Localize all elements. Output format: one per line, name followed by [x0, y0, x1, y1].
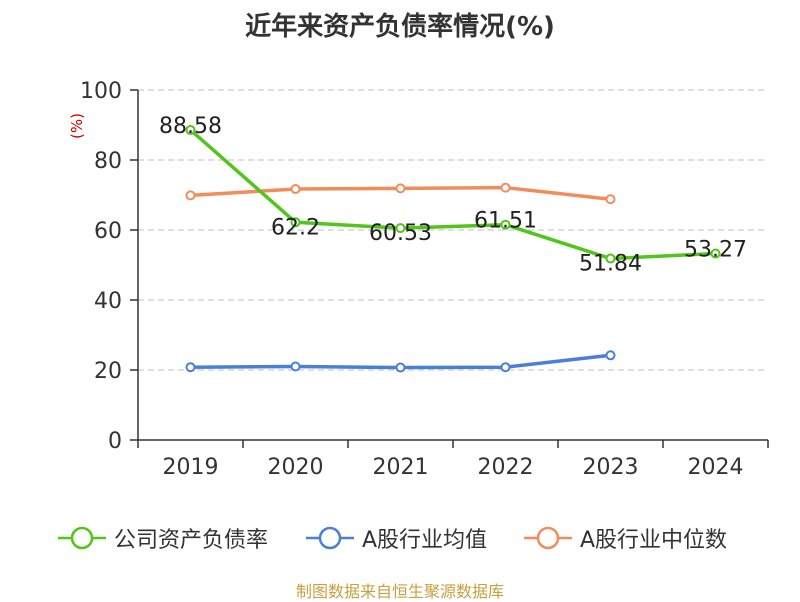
- y-axis-label: (%): [68, 113, 86, 139]
- x-tick-label: 2021: [373, 455, 429, 480]
- data-point: [605, 194, 616, 205]
- chart-title: 近年来资产负债率情况(%): [245, 12, 555, 42]
- data-point: [290, 184, 301, 195]
- data-point: [395, 223, 406, 234]
- data-label: 51.84: [579, 252, 642, 277]
- data-point: [710, 248, 721, 259]
- y-tick-label: 60: [94, 219, 122, 244]
- data-point: [605, 253, 616, 264]
- data-label: 62.2: [271, 215, 320, 240]
- legend: 公司资产负债率 A股行业均值 A股行业中位数: [0, 518, 800, 558]
- data-label: 60.53: [369, 221, 432, 246]
- source-note: 制图数据来自恒生聚源数据库: [295, 582, 504, 601]
- data-point: [185, 190, 196, 201]
- data-label: 61.51: [474, 209, 537, 234]
- y-tick-label: 0: [108, 429, 122, 454]
- legend-circle: [318, 526, 342, 550]
- y-tick-label: 100: [80, 79, 122, 104]
- legend-label: A股行业中位数: [580, 528, 728, 553]
- series-line: [189, 128, 716, 261]
- legend-item: 公司资产负债率: [56, 518, 268, 558]
- x-tick-label: 2022: [478, 455, 534, 480]
- legend-label: A股行业均值: [362, 528, 488, 553]
- x-tick-label: 2023: [583, 455, 639, 480]
- data-point: [185, 124, 196, 135]
- y-tick-label: 20: [94, 359, 122, 384]
- x-tick-label: 2024: [688, 455, 744, 480]
- data-point: [290, 361, 301, 372]
- legend-marker-icon: [58, 526, 106, 550]
- legend-circle: [70, 526, 94, 550]
- data-label: 53.27: [684, 238, 747, 263]
- legend-marker-icon: [306, 526, 354, 550]
- data-point: [500, 362, 511, 373]
- legend-item: A股行业均值: [304, 518, 487, 558]
- data-point: [185, 362, 196, 373]
- y-tick-label: 80: [94, 149, 122, 174]
- data-point: [395, 183, 406, 194]
- data-label: 88.58: [159, 114, 222, 139]
- data-point: [605, 350, 616, 361]
- y-tick-label: 40: [94, 289, 122, 314]
- legend-marker-icon: [524, 526, 572, 550]
- x-tick-label: 2020: [268, 455, 324, 480]
- data-point: [500, 219, 511, 230]
- legend-item: A股行业中位数: [522, 518, 727, 558]
- legend-circle: [536, 526, 560, 550]
- x-tick-label: 2019: [163, 455, 219, 480]
- data-point: [500, 182, 511, 193]
- data-point: [290, 217, 301, 228]
- legend-label: 公司资产负债率: [114, 528, 269, 553]
- data-point: [395, 362, 406, 373]
